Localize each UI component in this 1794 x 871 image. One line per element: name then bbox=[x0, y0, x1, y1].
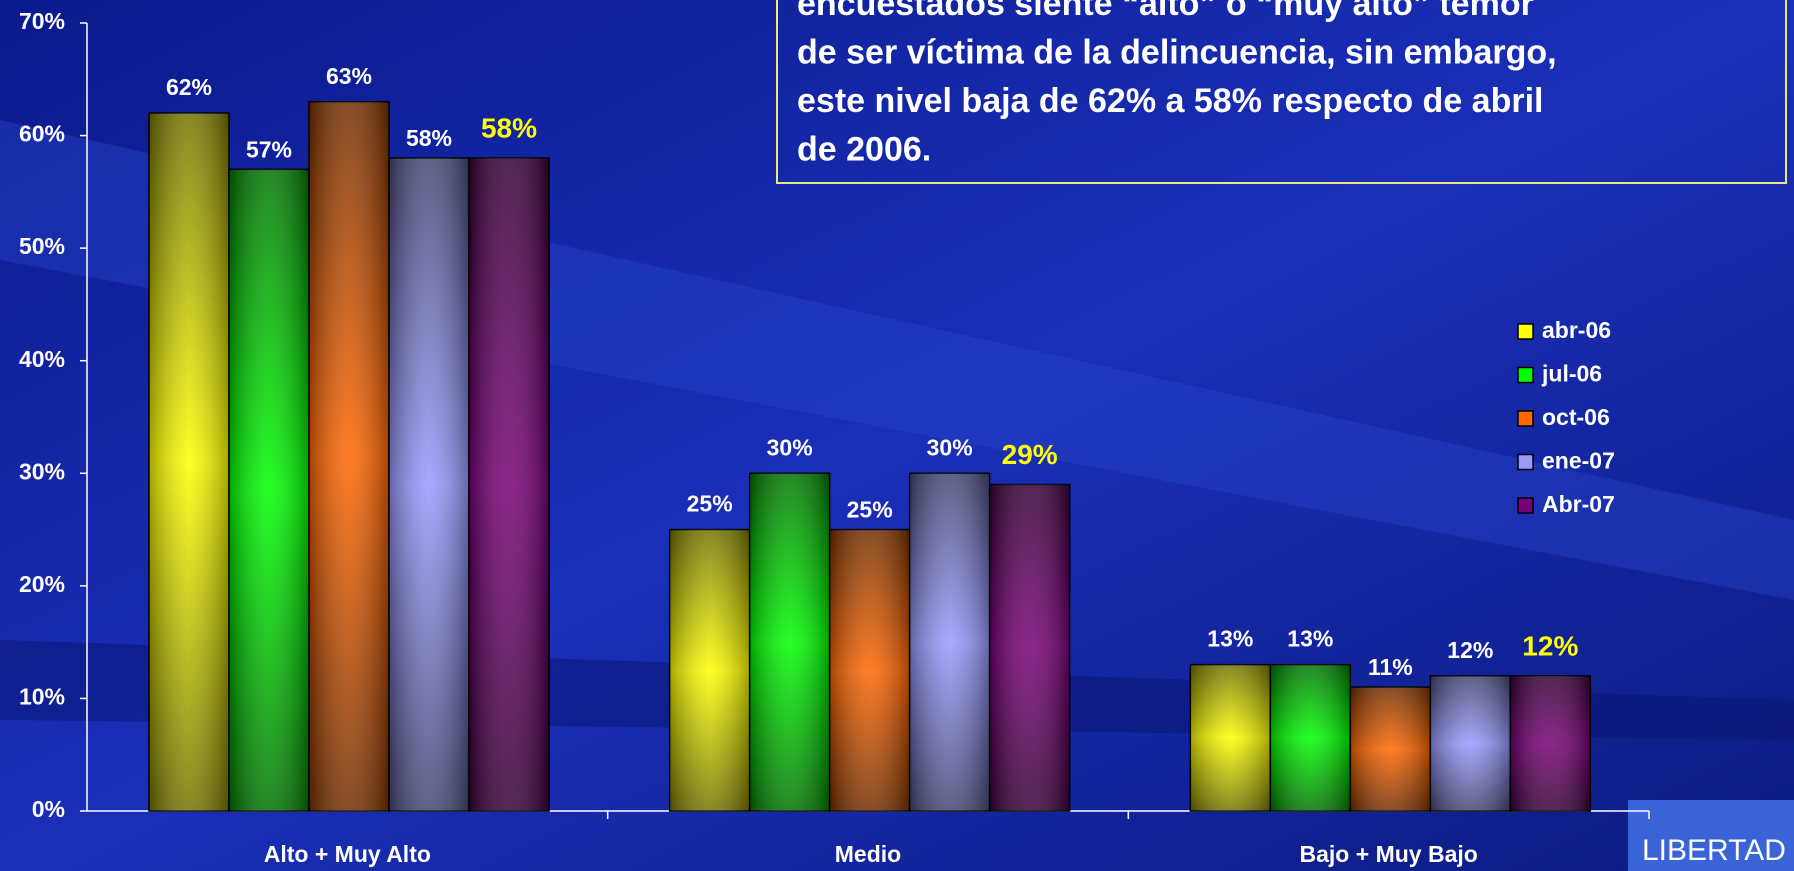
bar-shade bbox=[1430, 675, 1511, 811]
value-label: 25% bbox=[847, 497, 893, 523]
value-label: 13% bbox=[1207, 626, 1253, 652]
y-tick-label: 70% bbox=[19, 8, 65, 34]
bar-shade bbox=[669, 529, 750, 811]
value-label: 63% bbox=[326, 63, 372, 89]
logo-box bbox=[1628, 800, 1794, 871]
value-label: 13% bbox=[1287, 626, 1333, 652]
value-label: 12% bbox=[1522, 630, 1578, 661]
logo: LIBERTAD bbox=[1642, 834, 1786, 867]
annotation-text: de ser víctima de la delincuencia, sin e… bbox=[797, 33, 1557, 71]
value-label: 11% bbox=[1368, 654, 1413, 680]
value-label: 57% bbox=[246, 136, 292, 162]
y-tick-label: 60% bbox=[19, 121, 65, 147]
bar-shade bbox=[909, 473, 990, 811]
bar-shade bbox=[1350, 687, 1431, 811]
x-tick-label: Alto + Muy Alto bbox=[264, 841, 431, 867]
legend-swatch bbox=[1517, 497, 1534, 514]
value-label: 58% bbox=[481, 112, 537, 143]
bar-shade bbox=[149, 113, 229, 812]
bar-shade bbox=[1270, 664, 1351, 811]
legend-swatch bbox=[1517, 323, 1534, 340]
bar-shade bbox=[309, 101, 389, 812]
value-label: 58% bbox=[406, 125, 452, 151]
x-tick-label: Medio bbox=[835, 841, 901, 867]
value-label: 29% bbox=[1002, 439, 1058, 470]
bar-shade bbox=[829, 529, 910, 811]
legend-swatch bbox=[1517, 453, 1534, 471]
annotation-text: de 2006. bbox=[797, 130, 931, 168]
bar-shade bbox=[1510, 675, 1591, 811]
value-label: 30% bbox=[767, 434, 813, 460]
legend-label: jul-06 bbox=[1541, 361, 1602, 387]
legend-swatch bbox=[1517, 410, 1534, 427]
y-tick-label: 0% bbox=[32, 796, 65, 822]
y-tick-label: 40% bbox=[19, 346, 65, 372]
bar-shade bbox=[389, 158, 469, 812]
annotation-box bbox=[776, 0, 1787, 184]
legend-swatch bbox=[1517, 366, 1534, 384]
annotation-text: encuestados siente “alto” o “muy alto” t… bbox=[797, 0, 1534, 23]
legend-label: ene-07 bbox=[1542, 448, 1615, 474]
value-label: 30% bbox=[927, 434, 973, 460]
bar-shade bbox=[749, 473, 830, 811]
y-tick-label: 50% bbox=[19, 233, 65, 259]
bar-shade bbox=[469, 158, 549, 812]
y-tick-label: 30% bbox=[19, 458, 65, 484]
value-label: 25% bbox=[687, 491, 733, 517]
legend-label: abr-06 bbox=[1542, 317, 1611, 343]
legend-label: oct-06 bbox=[1542, 404, 1610, 430]
bar-shade bbox=[989, 484, 1070, 811]
bar-shade bbox=[1190, 664, 1271, 811]
bar-shade bbox=[229, 169, 309, 812]
y-tick-label: 10% bbox=[19, 684, 65, 710]
legend-label: Abr-07 bbox=[1542, 491, 1615, 517]
x-tick-label: Bajo + Muy Bajo bbox=[1300, 841, 1478, 867]
value-label: 12% bbox=[1447, 637, 1493, 663]
y-tick-label: 20% bbox=[19, 571, 65, 597]
value-label: 62% bbox=[166, 74, 212, 100]
annotation-text: este nivel baja de 62% a 58% respecto de… bbox=[797, 82, 1543, 120]
